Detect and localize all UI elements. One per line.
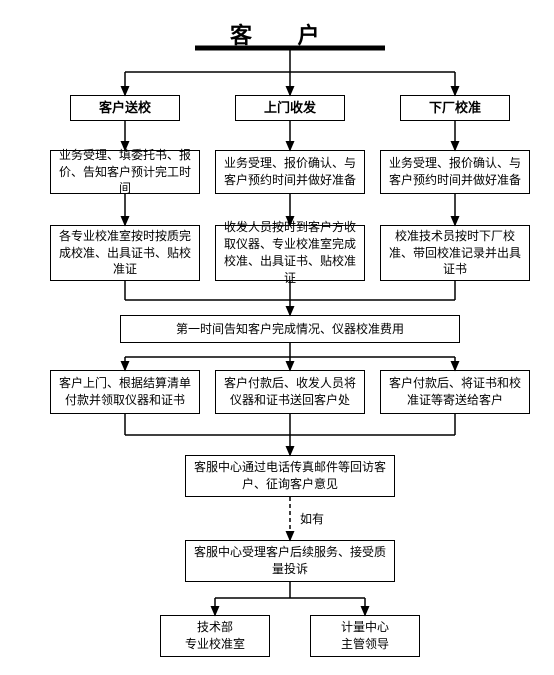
- node-r1: 业务受理、报价确认、与客户预约时间并做好准备: [380, 150, 530, 194]
- node-followup: 客服中心通过电话传真邮件等回访客户、征询客户意见: [185, 455, 395, 497]
- node-m1: 业务受理、报价确认、与客户预约时间并做好准备: [215, 150, 365, 194]
- node-l1: 业务受理、填委托书、报价、告知客户预计完工时间: [50, 150, 200, 194]
- branch-header-right: 下厂校准: [400, 95, 510, 121]
- node-r2: 校准技术员按时下厂校准、带回校准记录并出具证书: [380, 225, 530, 281]
- node-r3: 客户付款后、将证书和校准证等寄送给客户: [380, 370, 530, 414]
- node-merge1: 第一时间告知客户完成情况、仪器校准费用: [120, 315, 460, 343]
- branch-header-left: 客户送校: [70, 95, 180, 121]
- node-l3: 客户上门、根据结算清单付款并领取仪器和证书: [50, 370, 200, 414]
- node-metrology: 计量中心 主管领导: [310, 615, 420, 657]
- title: 客 户: [230, 18, 340, 50]
- node-tech: 技术部 专业校准室: [160, 615, 270, 657]
- node-m2: 收发人员按时到客户方收取仪器、专业校准室完成校准、出具证书、贴校准证: [215, 225, 365, 281]
- node-m3: 客户付款后、收发人员将仪器和证书送回客户处: [215, 370, 365, 414]
- node-l2: 各专业校准室按时按质完成校准、出具证书、贴校准证: [50, 225, 200, 281]
- node-complaint: 客服中心受理客户后续服务、接受质量投诉: [185, 540, 395, 582]
- condition-label: 如有: [298, 510, 326, 527]
- branch-header-mid: 上门收发: [235, 95, 345, 121]
